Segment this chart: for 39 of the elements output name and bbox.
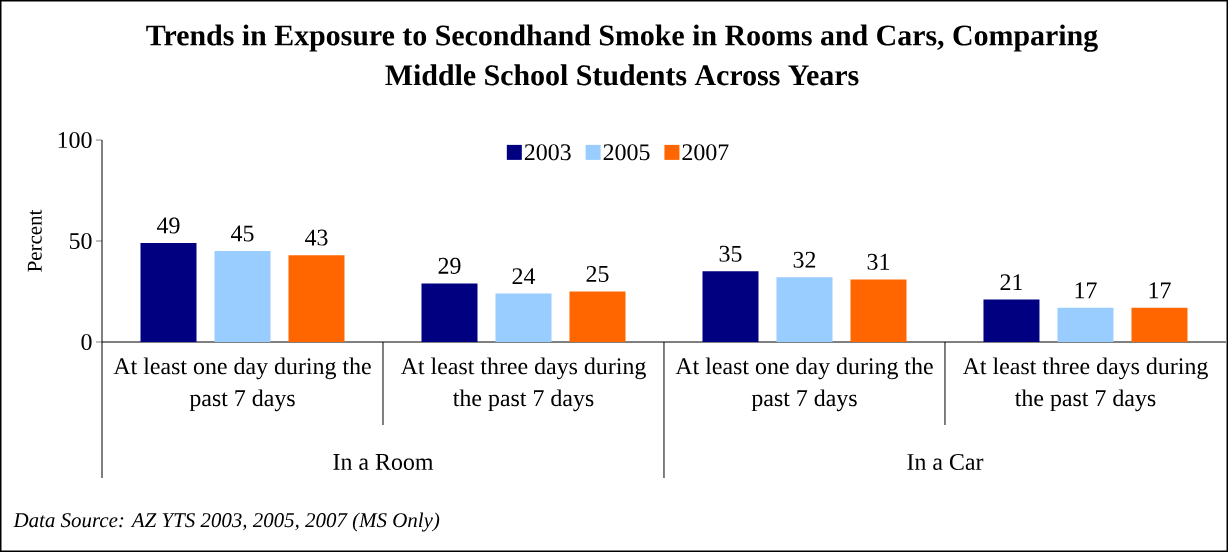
- y-tick-label: 100: [58, 131, 92, 149]
- data-label: 31: [867, 253, 889, 270]
- x-tick-label: At least one day during the past 7 days: [113, 357, 371, 412]
- bar: [983, 299, 1040, 342]
- x-tick-label: At least three days during the past 7 days: [962, 357, 1208, 412]
- y-axis-title: Percent: [27, 209, 42, 272]
- bar: [702, 271, 759, 342]
- data-label: 32: [793, 251, 816, 268]
- text: In a Room: [333, 454, 434, 470]
- bar: [850, 279, 907, 342]
- bar: [569, 291, 626, 342]
- text: In a Car: [907, 453, 984, 471]
- data-label: 17: [1075, 282, 1097, 299]
- data-label: 24: [512, 268, 536, 284]
- data-label: 49: [157, 217, 180, 234]
- bar: [214, 251, 271, 342]
- legend-label: 2007: [682, 144, 729, 161]
- bar: [495, 293, 552, 342]
- x-tick-label: At least one day during the past 7 days: [675, 357, 933, 412]
- data-label: 17: [1149, 282, 1171, 299]
- data-label: 35: [719, 245, 742, 262]
- data-label: 43: [305, 229, 328, 246]
- chart-title: Trends in Exposure to Secondhand Smoke in Rooms and Cars, Comparing Middle School Students Across Years: [146, 24, 1098, 86]
- data-label: 45: [231, 225, 254, 242]
- legend-label: 2003: [524, 144, 571, 161]
- bar: [140, 243, 197, 342]
- bar: [421, 283, 478, 342]
- source-note: Data Source: AZ YTS 2003, 2005, 2007 (MS Only): [13, 512, 440, 532]
- bar: [288, 255, 345, 342]
- bar: [1131, 307, 1188, 342]
- bar: [776, 277, 833, 342]
- data-label: 25: [586, 265, 609, 282]
- bar: [1057, 307, 1114, 342]
- y-tick-label: 0: [81, 333, 92, 351]
- y-tick-label: 50: [69, 232, 92, 250]
- data-label: 29: [438, 257, 461, 274]
- legend-label: 2005: [603, 144, 650, 161]
- data-label: 21: [1000, 274, 1022, 291]
- x-tick-label: At least three days during the past 7 days: [400, 357, 646, 412]
